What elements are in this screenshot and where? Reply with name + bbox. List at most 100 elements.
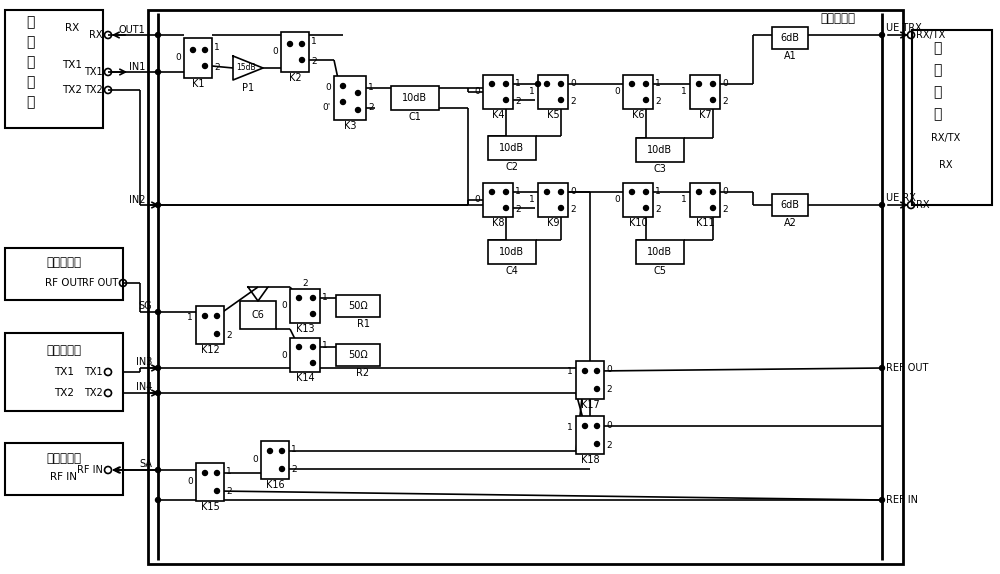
Text: K16: K16 bbox=[266, 480, 284, 490]
Bar bbox=[196, 306, 224, 344]
Bar bbox=[538, 183, 568, 217]
Circle shape bbox=[536, 82, 540, 87]
Text: 0: 0 bbox=[187, 478, 193, 487]
Circle shape bbox=[280, 467, 285, 471]
Circle shape bbox=[558, 98, 564, 103]
Circle shape bbox=[558, 205, 564, 211]
Circle shape bbox=[880, 366, 885, 370]
Bar bbox=[623, 183, 653, 217]
Text: 1: 1 bbox=[187, 312, 193, 321]
Text: 0: 0 bbox=[606, 421, 612, 429]
Circle shape bbox=[356, 107, 360, 113]
Text: 0: 0 bbox=[281, 301, 287, 311]
Text: K17: K17 bbox=[581, 400, 599, 410]
Circle shape bbox=[310, 360, 316, 366]
Text: 待: 待 bbox=[933, 41, 941, 55]
Text: C3: C3 bbox=[654, 164, 666, 174]
Text: 0: 0 bbox=[722, 187, 728, 196]
Circle shape bbox=[490, 189, 494, 195]
Text: 测: 测 bbox=[933, 63, 941, 77]
Text: P1: P1 bbox=[242, 83, 254, 93]
Text: 50Ω: 50Ω bbox=[348, 350, 368, 360]
Text: RF OUT: RF OUT bbox=[82, 278, 118, 288]
Text: 1: 1 bbox=[681, 196, 687, 204]
Text: K8: K8 bbox=[492, 218, 504, 228]
Bar bbox=[576, 361, 604, 399]
Circle shape bbox=[156, 309, 160, 315]
Circle shape bbox=[310, 344, 316, 350]
Circle shape bbox=[202, 48, 208, 52]
Circle shape bbox=[490, 82, 494, 87]
Text: 0: 0 bbox=[614, 87, 620, 96]
Text: 2: 2 bbox=[302, 280, 308, 289]
Circle shape bbox=[156, 498, 160, 502]
Text: RF OUT: RF OUT bbox=[45, 278, 83, 288]
Circle shape bbox=[644, 205, 648, 211]
Text: TX1: TX1 bbox=[84, 367, 103, 377]
Text: 0: 0 bbox=[570, 79, 576, 87]
Circle shape bbox=[156, 203, 160, 207]
Text: OUT1: OUT1 bbox=[118, 25, 145, 35]
Text: C5: C5 bbox=[654, 266, 666, 276]
Text: 1: 1 bbox=[515, 187, 521, 196]
Text: 0: 0 bbox=[272, 48, 278, 56]
Text: 2: 2 bbox=[570, 204, 576, 214]
Circle shape bbox=[356, 91, 360, 95]
Text: 射频切换箱: 射频切换箱 bbox=[820, 13, 855, 25]
Text: 0: 0 bbox=[614, 196, 620, 204]
Circle shape bbox=[504, 189, 509, 195]
Circle shape bbox=[594, 424, 600, 429]
Bar bbox=[576, 416, 604, 454]
Text: 1: 1 bbox=[515, 79, 521, 87]
Text: RX: RX bbox=[916, 200, 930, 210]
Text: 10dB: 10dB bbox=[499, 143, 525, 153]
Text: K2: K2 bbox=[289, 73, 301, 83]
Circle shape bbox=[156, 69, 160, 75]
Bar bbox=[636, 138, 684, 162]
Text: 端: 端 bbox=[933, 107, 941, 121]
Text: IN3: IN3 bbox=[136, 357, 152, 367]
Text: K3: K3 bbox=[344, 121, 356, 131]
Text: A1: A1 bbox=[784, 51, 796, 61]
Bar bbox=[334, 76, 366, 120]
Text: 0: 0 bbox=[252, 456, 258, 464]
Circle shape bbox=[280, 448, 285, 453]
Bar bbox=[483, 183, 513, 217]
Text: 1: 1 bbox=[567, 367, 573, 377]
Text: 1: 1 bbox=[214, 44, 220, 52]
Bar bbox=[196, 463, 224, 501]
Text: TX2: TX2 bbox=[54, 388, 74, 398]
Text: UE TRX: UE TRX bbox=[886, 23, 922, 33]
Bar bbox=[5, 10, 103, 128]
Text: 1: 1 bbox=[655, 79, 661, 87]
Bar bbox=[184, 38, 212, 78]
Bar bbox=[772, 27, 808, 49]
Text: 2: 2 bbox=[722, 96, 728, 106]
Bar bbox=[240, 301, 276, 329]
Text: K7: K7 bbox=[699, 110, 711, 120]
Text: IN4: IN4 bbox=[136, 382, 152, 392]
Circle shape bbox=[594, 386, 600, 391]
Circle shape bbox=[156, 390, 160, 395]
Text: 2: 2 bbox=[606, 440, 612, 449]
Text: A2: A2 bbox=[784, 218, 796, 228]
Text: TX1: TX1 bbox=[62, 60, 82, 70]
Text: K12: K12 bbox=[201, 345, 219, 355]
Circle shape bbox=[696, 82, 702, 87]
Circle shape bbox=[214, 488, 220, 494]
Text: 1: 1 bbox=[655, 187, 661, 196]
Text: IN2: IN2 bbox=[128, 195, 145, 205]
Circle shape bbox=[630, 82, 635, 87]
Text: K5: K5 bbox=[547, 110, 559, 120]
Text: 1: 1 bbox=[529, 87, 535, 96]
Text: TX2: TX2 bbox=[84, 388, 103, 398]
Text: 10dB: 10dB bbox=[402, 93, 428, 103]
Text: C2: C2 bbox=[506, 162, 518, 172]
Text: RX: RX bbox=[90, 30, 103, 40]
Text: 6dB: 6dB bbox=[780, 33, 800, 43]
Circle shape bbox=[644, 98, 648, 103]
Bar bbox=[391, 86, 439, 110]
Text: 终: 终 bbox=[933, 85, 941, 99]
Text: 1: 1 bbox=[322, 342, 328, 351]
Text: 10dB: 10dB bbox=[647, 247, 673, 257]
